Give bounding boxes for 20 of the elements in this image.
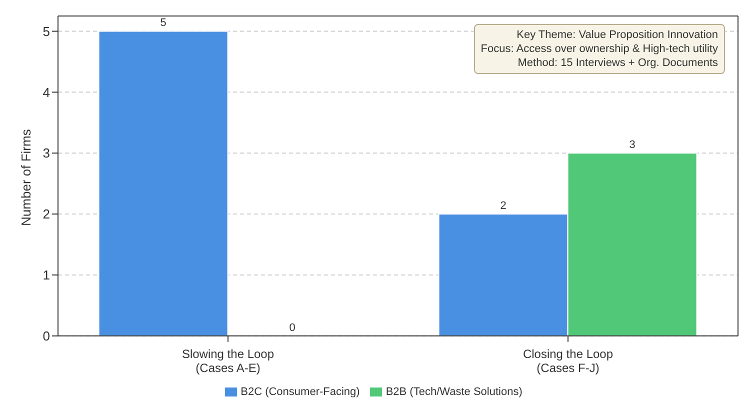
y-tick-label: 0 <box>42 328 50 344</box>
y-tick-label: 1 <box>42 268 50 283</box>
annotation: Key Theme: Value Proposition Innovation <box>516 28 718 42</box>
data-label: 2 <box>500 200 506 212</box>
legend-label: B2C (Consumer-Facing) <box>240 386 360 398</box>
data-label: 5 <box>160 17 166 30</box>
note-box: Key Theme: Value Proposition Innovation Focus: Access over ownership & High-tech utility Method: 15 Interviews + Org. Documents <box>474 24 725 74</box>
y-tick-label: 5 <box>42 24 50 39</box>
y-tick-label: 4 <box>42 84 50 100</box>
bar <box>98 30 228 336</box>
annotation: Focus: Access over ownership & High-tech utility <box>480 42 718 56</box>
y-tick-label: 3 <box>42 146 50 161</box>
data-label: 3 <box>629 139 636 152</box>
data-label: 0 <box>289 322 296 334</box>
annotation: Method: 15 Interviews + Org. Documents <box>516 56 718 70</box>
x-tick-label: Closing the Loop (Cases F-J) <box>522 346 614 375</box>
y-axis-title: Number of Firms <box>18 128 34 226</box>
legend-label: B2B (Tech/Waste Solutions) <box>386 386 522 398</box>
y-tick-label: 2 <box>42 206 50 222</box>
x-tick-label: Slowing the Loop (Cases A-E) <box>182 346 274 375</box>
